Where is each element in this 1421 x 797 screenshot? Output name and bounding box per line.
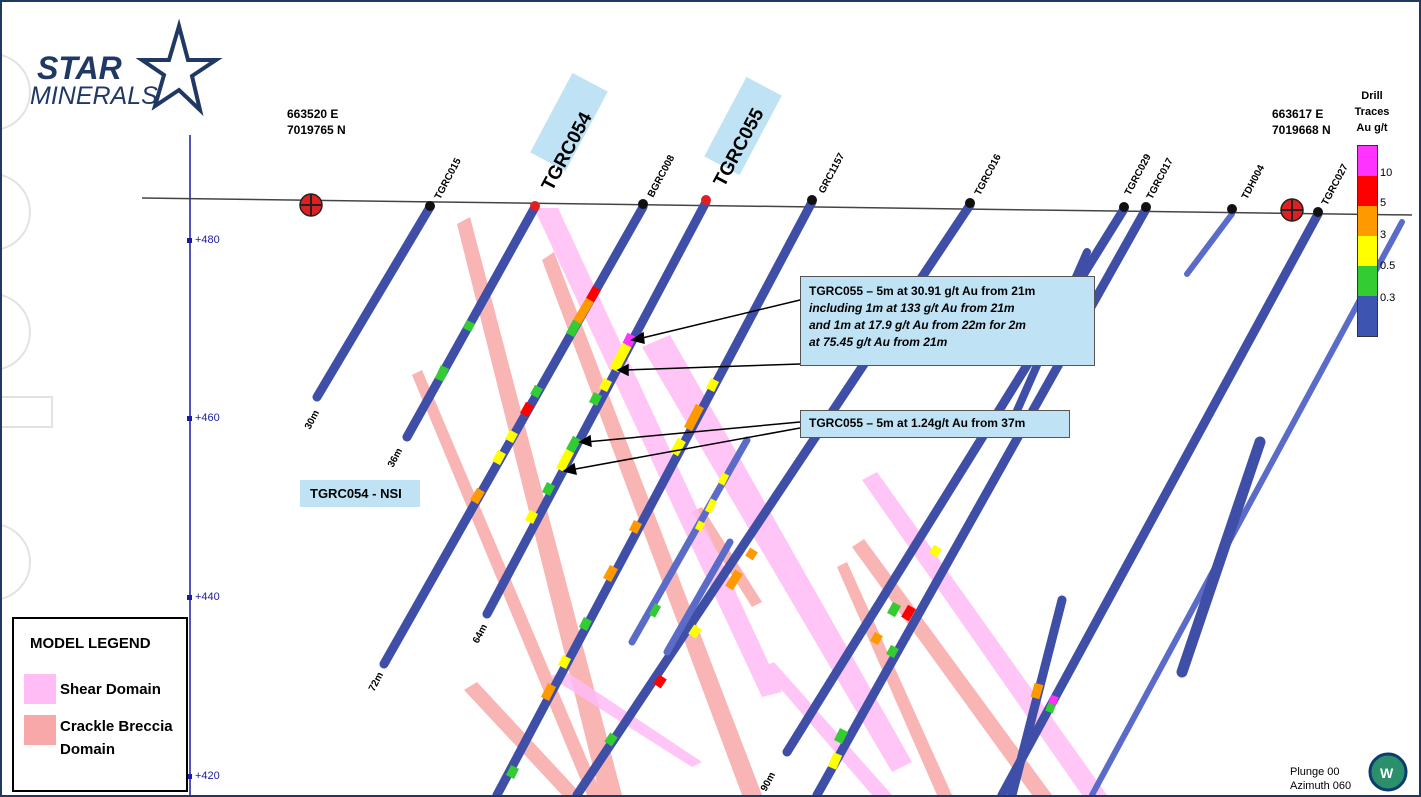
- logo-star-word: STAR: [37, 50, 122, 86]
- hole-label-bgrc008: BGRC008: [646, 153, 678, 199]
- right-easting: 663617 E: [1272, 107, 1324, 121]
- callout-arrows: [562, 299, 801, 476]
- scale-tick-10: 10: [1380, 167, 1393, 179]
- depth-label-30m: 30m: [303, 408, 322, 431]
- depth-label-72m: 72m: [367, 670, 386, 693]
- scale-title-line-2: Traces: [1354, 106, 1390, 118]
- svg-text:W: W: [1380, 765, 1394, 781]
- scale-swatch-green: [1358, 266, 1377, 296]
- au-colour-scale: [1357, 145, 1378, 337]
- depth-label-90m: 90m: [759, 770, 778, 793]
- assay-intervals: [434, 285, 1059, 780]
- legend-crackle-line-2: Domain: [60, 741, 116, 758]
- legend-shear-swatch: [24, 674, 56, 704]
- left-northing: 7019765 N: [287, 123, 346, 137]
- hole-label-tgrc027: TGRC027: [1320, 162, 1351, 207]
- depth-label-64m: 64m: [471, 622, 490, 645]
- rl-label-420: +420: [195, 770, 220, 782]
- legend-title: MODEL LEGEND: [30, 635, 151, 652]
- intercept-callout-second: TGRC055 – 5m at 1.24g/t Au from 37m: [800, 410, 1070, 438]
- depth-label-36m: 36m: [386, 446, 405, 469]
- scale-swatch-magenta: [1358, 146, 1377, 176]
- drill-hole-tgrc015: [312, 202, 435, 402]
- azimuth-text: Azimuth 060: [1290, 780, 1352, 792]
- scale-tick-5: 5: [1380, 197, 1387, 209]
- left-collar-coordinates: 663520 E 7019765 N: [287, 106, 346, 138]
- callout-line-3: and 1m at 17.9 g/t Au from 22m for 2m: [809, 318, 1026, 332]
- legend-crackle-swatch: [24, 715, 56, 745]
- logo-minerals-word: MINERALS: [30, 82, 158, 110]
- right-northing: 7019668 N: [1272, 123, 1331, 137]
- legend-shear-label: Shear Domain: [60, 681, 161, 698]
- scale-swatch-yellow: [1358, 236, 1377, 266]
- intercept-callout-main: TGRC055 – 5m at 30.91 g/t Au from 21m in…: [800, 276, 1095, 366]
- scale-tick-0-3: 0.3: [1380, 292, 1396, 304]
- scale-tick-3: 3: [1380, 229, 1387, 241]
- tgrc054-highlight: [530, 72, 608, 172]
- hole-label-grc1157: GRC1157: [817, 151, 848, 195]
- callout-line-2: including 1m at 133 g/t Au from 21m: [809, 301, 1015, 315]
- legend-crackle-line-1: Crackle Breccia: [60, 718, 173, 735]
- hole-label-tgrc015: TGRC015: [433, 156, 464, 201]
- collar-markers: [425, 195, 1323, 217]
- tgrc055-highlight: [704, 76, 782, 176]
- scale-swatch-orange: [1358, 206, 1377, 236]
- view-orientation: Plunge 00 Azimuth 060: [1290, 765, 1351, 793]
- scale-swatch-red: [1358, 176, 1377, 206]
- drill-hole-tdh004: [1184, 211, 1235, 277]
- rl-label-440: +440: [195, 591, 220, 603]
- legend-crackle-label: Crackle Breccia Domain: [60, 715, 173, 761]
- survey-point-markers: [299, 193, 1304, 222]
- left-easting: 663520 E: [287, 107, 339, 121]
- rl-label-460: +460: [195, 412, 220, 424]
- model-legend: MODEL LEGEND Shear Domain Crackle Brecci…: [12, 617, 188, 792]
- callout-line-1: TGRC055 – 5m at 30.91 g/t Au from 21m: [809, 284, 1036, 298]
- hole-label-tgrc016: TGRC016: [973, 152, 1004, 197]
- rl-axis: [187, 135, 192, 795]
- watermark: [2, 54, 53, 600]
- surface-line: [141, 197, 1413, 216]
- hole-label-tdh004: TDH004: [1240, 163, 1267, 201]
- logo-star-icon: [135, 18, 223, 117]
- tgrc054-nsi-tag: TGRC054 - NSI: [300, 480, 420, 507]
- right-collar-coordinates: 663617 E 7019668 N: [1272, 106, 1331, 138]
- scale-tick-0-5: 0.5: [1380, 260, 1396, 272]
- plunge-text: Plunge 00: [1290, 766, 1340, 778]
- orientation-globe-icon: W: [1368, 752, 1408, 792]
- scale-title: Drill Traces Au g/t: [1352, 88, 1392, 136]
- drill-hole-tgrc055: [482, 197, 711, 619]
- scale-title-line-1: Drill: [1361, 90, 1383, 102]
- scale-title-line-3: Au g/t: [1356, 122, 1388, 134]
- rl-label-480: +480: [195, 234, 220, 246]
- scale-swatch-blue: [1358, 296, 1377, 336]
- callout-line-4: at 75.45 g/t Au from 21m: [809, 335, 948, 349]
- callout-second-text: TGRC055 – 5m at 1.24g/t Au from 37m: [809, 416, 1026, 430]
